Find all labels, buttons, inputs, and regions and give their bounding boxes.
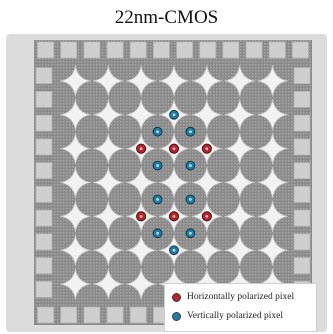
marker-center xyxy=(189,130,192,134)
perimeter-pad xyxy=(129,306,147,324)
antenna-diamond xyxy=(59,64,91,97)
perimeter-pad xyxy=(176,41,193,59)
antenna-diamond xyxy=(59,268,91,301)
perimeter-pad xyxy=(35,209,53,227)
perimeter-pad xyxy=(37,41,54,59)
perimeter-pad xyxy=(60,41,78,59)
antenna-diamond xyxy=(257,234,289,267)
antenna-diamond xyxy=(92,132,124,165)
marker-center xyxy=(172,248,176,252)
perimeter-pad xyxy=(245,41,263,59)
antenna-diamond xyxy=(59,98,91,131)
perimeter-pad xyxy=(129,41,147,59)
antenna-diamond xyxy=(224,200,256,233)
perimeter-pad xyxy=(35,90,53,108)
perimeter-pad xyxy=(35,280,53,298)
antenna-diamond xyxy=(92,234,124,267)
marker-center xyxy=(139,147,143,150)
marker-center xyxy=(172,147,176,150)
antenna-diamond xyxy=(125,234,157,267)
antenna-diamond xyxy=(125,268,157,301)
antenna-diamond xyxy=(191,98,223,131)
antenna-diamond xyxy=(224,166,256,199)
perimeter-pad xyxy=(35,162,53,180)
antenna-diamond xyxy=(257,98,289,131)
marker-center xyxy=(189,198,192,201)
perimeter-pad xyxy=(222,41,240,59)
antenna-diamond xyxy=(257,200,289,233)
antenna-diamond xyxy=(158,166,190,199)
antenna-diamond xyxy=(224,98,256,131)
legend-item-vertical: Vertically polarized pixel xyxy=(172,308,316,324)
antenna-diamond xyxy=(125,166,157,199)
marker-center xyxy=(172,113,176,117)
perimeter-pad xyxy=(293,67,311,85)
antenna-diamond xyxy=(92,166,124,199)
blue-dot-icon xyxy=(172,311,181,321)
perimeter-pad xyxy=(106,306,124,324)
marker-center xyxy=(205,215,209,218)
perimeter-pad xyxy=(83,41,101,59)
perimeter-pad xyxy=(199,41,217,59)
legend-label-vertical: Vertically polarized pixel xyxy=(187,311,284,321)
perimeter-pad xyxy=(292,41,309,59)
perimeter-pad xyxy=(35,185,53,203)
antenna-diamond xyxy=(224,64,256,97)
red-dot-icon xyxy=(172,292,181,302)
perimeter-pad xyxy=(106,41,124,59)
marker-center xyxy=(205,147,209,150)
marker-center xyxy=(189,231,192,235)
perimeter-pad xyxy=(35,67,53,85)
perimeter-pad xyxy=(83,306,101,324)
antenna-diamond xyxy=(125,98,157,131)
perimeter-pad xyxy=(293,114,311,132)
figure-title: 22nm-CMOS xyxy=(114,7,219,28)
chip-micrograph xyxy=(34,40,312,325)
antenna-diamond xyxy=(191,64,223,97)
marker-center xyxy=(156,164,159,167)
marker-center xyxy=(156,130,159,134)
marker-center xyxy=(172,215,176,218)
antenna-diamond xyxy=(92,64,124,97)
antenna-diamond xyxy=(191,166,223,199)
marker-center xyxy=(189,164,192,167)
legend-label-horizontal: Horizontally polarized pixel xyxy=(187,292,295,302)
antenna-diamond xyxy=(92,268,124,301)
marker-center xyxy=(156,231,159,235)
antenna-diamond xyxy=(158,64,190,97)
antenna-diamond xyxy=(257,64,289,97)
perimeter-pad xyxy=(293,257,311,275)
perimeter-pad xyxy=(293,162,311,180)
perimeter-pad xyxy=(293,233,311,251)
antenna-diamond xyxy=(92,98,124,131)
antenna-diamond xyxy=(224,234,256,267)
antenna-diamond xyxy=(257,132,289,165)
legend-item-horizontal: Horizontally polarized pixel xyxy=(172,289,316,305)
perimeter-pad xyxy=(35,257,53,275)
perimeter-pad xyxy=(35,233,53,251)
perimeter-pad xyxy=(293,209,311,227)
antenna-diamond xyxy=(191,234,223,267)
antenna-diamond xyxy=(59,166,91,199)
antenna-diamond xyxy=(92,200,124,233)
legend: Horizontally polarized pixel Vertically … xyxy=(164,283,317,332)
perimeter-pad xyxy=(153,41,170,59)
antenna-diamond xyxy=(224,132,256,165)
micrograph-frame: Horizontally polarized pixel Vertically … xyxy=(6,34,327,332)
antenna-diamond xyxy=(59,200,91,233)
perimeter-pad xyxy=(60,306,78,324)
antenna-diamond xyxy=(59,234,91,267)
perimeter-pad xyxy=(35,114,53,132)
perimeter-pad xyxy=(293,185,311,203)
marker-center xyxy=(156,198,159,201)
perimeter-pad xyxy=(268,41,286,59)
marker-center xyxy=(139,215,143,218)
perimeter-pad xyxy=(37,306,54,324)
antenna-diamond xyxy=(59,132,91,165)
antenna-diamond xyxy=(125,64,157,97)
perimeter-pad xyxy=(293,138,311,156)
antenna-diamond xyxy=(257,166,289,199)
perimeter-pad xyxy=(35,138,53,156)
perimeter-pad xyxy=(293,90,311,108)
